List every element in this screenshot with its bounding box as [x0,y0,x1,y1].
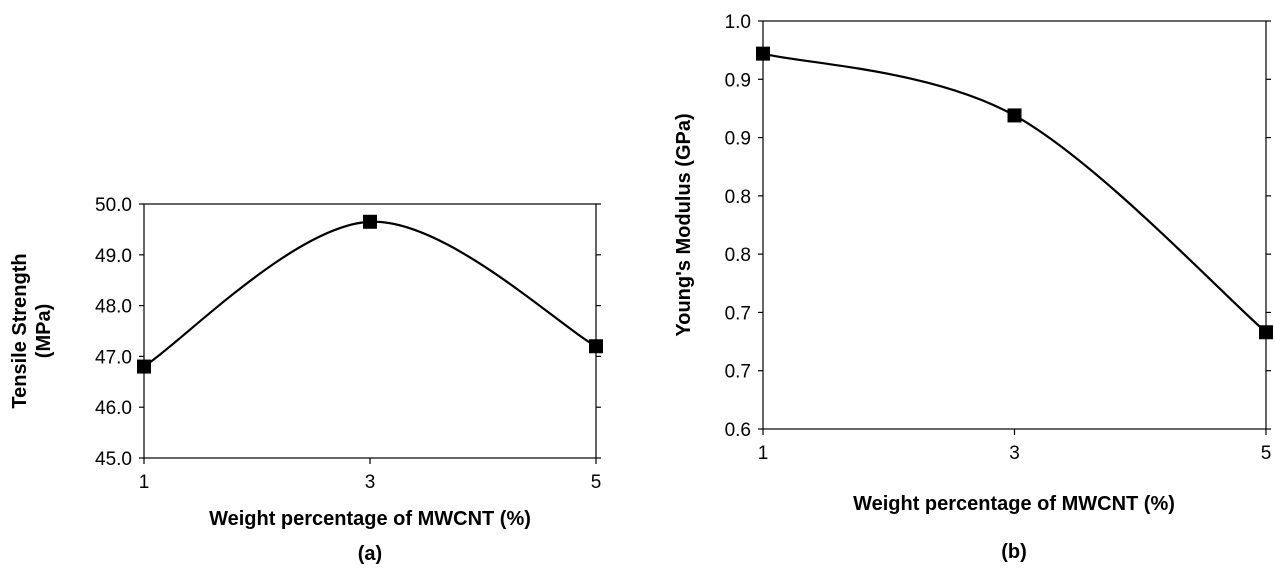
y-tick-label: 0.9 [725,129,751,150]
plot-area-frame-b [762,20,1267,430]
data-point-marker [1259,325,1273,340]
series-line-b [762,52,1267,334]
y-tick-label: 1.0 [725,12,751,33]
y-tick-label: 0.7 [725,362,751,383]
y-tick-label: 49.0 [95,246,132,267]
data-point-marker [1007,108,1022,123]
x-tick-label: 5 [591,472,602,493]
data-point-marker [363,214,377,229]
y-tick-label: 45.0 [95,449,132,470]
x-tick-label: 1 [139,472,150,493]
y-tick-group-a: 45.0 46.0 47.0 48.0 49.0 50.0 [95,195,601,470]
x-tick-label: 3 [365,472,376,493]
x-tick-label: 1 [758,443,769,464]
x-tick-label: 3 [1009,443,1020,464]
x-axis-title-b: Weight percentage of MWCNT (%) [853,493,1175,515]
data-point-marker [756,46,770,61]
y-tick-label: 0.8 [725,187,751,208]
y-tick-label: 48.0 [95,297,132,318]
marker-group-b [756,46,1273,340]
data-point-marker [137,359,151,374]
y-tick-label: 0.6 [725,420,751,441]
x-tick-group-b: 1 3 5 [758,429,1272,464]
data-point-marker [589,339,603,354]
plot-area-frame-a [143,203,597,459]
y-tick-group-b: 0.6 0.7 0.7 0.8 0.8 0.9 0.9 1.0 [725,12,1271,441]
chart-panel-b: 0.6 0.7 0.7 0.8 0.8 0.9 0.9 1.0 1 3 5 Weight perc… [673,12,1273,563]
series-line-a [143,220,597,368]
y-tick-label: 0.9 [725,70,751,91]
marker-group-a [137,214,603,374]
x-axis-title-a: Weight percentage of MWCNT (%) [209,508,531,530]
panel-label-b: (b) [1001,541,1027,563]
panel-label-a: (a) [358,543,382,565]
y-axis-title-a-line1: Tensile Strength [9,253,31,408]
chart-panel-a: 45.0 46.0 47.0 48.0 49.0 50.0 1 3 5 Weight perc… [9,195,603,565]
y-axis-title-a-line2: (MPa) [33,304,55,358]
x-tick-group-a: 1 3 5 [139,458,602,493]
x-tick-label: 5 [1261,443,1272,464]
y-axis-title-b: Young's Modulus (GPa) [673,113,695,336]
y-tick-label: 50.0 [95,195,132,216]
y-tick-label: 0.8 [725,245,751,266]
y-tick-label: 46.0 [95,398,132,419]
y-tick-label: 47.0 [95,347,132,368]
y-tick-label: 0.7 [725,303,751,324]
